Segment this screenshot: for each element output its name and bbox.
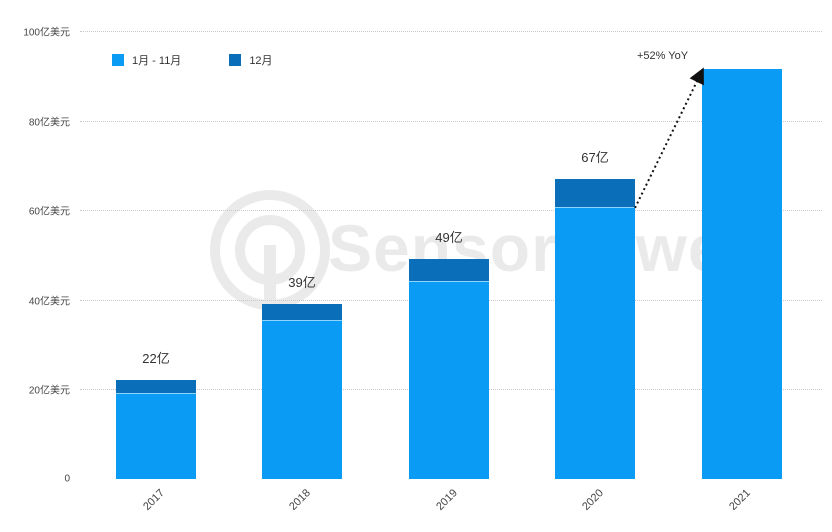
gridline <box>80 31 822 32</box>
y-tick-label: 20亿美元 <box>28 385 70 397</box>
segment-december <box>262 304 342 321</box>
bar-2018 <box>262 304 342 479</box>
y-tick-label: 100亿美元 <box>23 27 70 39</box>
legend: 1月 - 11月 12月 <box>112 52 321 68</box>
segment-jan-nov <box>116 393 196 479</box>
segment-jan-nov <box>555 207 635 479</box>
legend-swatch <box>112 54 124 66</box>
legend-item-dec: 12月 <box>229 52 273 68</box>
bar-2021 <box>702 69 782 479</box>
legend-item-jan-nov: 1月 - 11月 <box>112 52 181 68</box>
x-tick-label: 2019 <box>434 487 460 513</box>
y-tick-label: 40亿美元 <box>28 296 70 308</box>
y-tick-label: 80亿美元 <box>28 117 70 129</box>
legend-swatch <box>229 54 242 66</box>
y-tick-label: 60亿美元 <box>28 206 70 218</box>
bar-total-label: 49亿 <box>435 230 463 246</box>
watermark-text: SensorTower <box>328 211 753 285</box>
bar-2019 <box>409 259 489 479</box>
segment-december <box>555 178 635 208</box>
bar-2020 <box>555 178 635 479</box>
segment-jan-nov <box>702 69 782 479</box>
y-tick-label: 0 <box>64 473 70 485</box>
bar-total-label: 39亿 <box>288 275 316 291</box>
x-tick-label: 2017 <box>141 487 167 513</box>
bar-total-label: 22亿 <box>142 351 170 367</box>
bar-total-label: 67亿 <box>581 149 609 165</box>
gridline <box>80 210 822 212</box>
x-tick-label: 2018 <box>287 487 313 513</box>
sensortower-watermark: SensorTower <box>210 190 751 315</box>
legend-label: 12月 <box>249 55 273 67</box>
x-tick-label: 2021 <box>727 487 753 513</box>
segment-december <box>116 380 196 394</box>
bar-2017 <box>116 380 196 479</box>
legend-label: 1月 - 11月 <box>132 55 182 67</box>
yoy-annotation: +52% YoY <box>637 50 689 62</box>
sensortower-logo-icon <box>210 190 330 310</box>
x-tick-label: 2020 <box>580 487 606 513</box>
gridline <box>80 120 822 122</box>
segment-jan-nov <box>409 281 489 479</box>
segment-jan-nov <box>262 320 342 479</box>
segment-december <box>409 259 489 282</box>
